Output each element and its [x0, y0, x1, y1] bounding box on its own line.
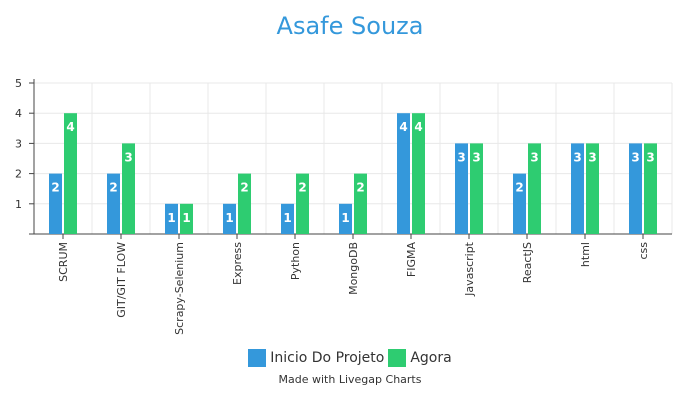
y-tick-label: 5	[15, 77, 22, 90]
data-label: 2	[515, 181, 523, 195]
data-label: 1	[182, 211, 190, 225]
data-label: 1	[341, 211, 349, 225]
y-tick-label: 2	[15, 168, 22, 181]
bar-inicio	[629, 143, 642, 234]
bar-inicio	[165, 203, 178, 234]
bar-agora	[470, 143, 483, 234]
credit-text: Made with Livegap Charts	[278, 373, 422, 386]
data-label: 3	[631, 150, 639, 164]
data-label: 3	[124, 150, 132, 164]
legend-swatch-agora	[388, 349, 407, 367]
legend-label-inicio: Inicio Do Projeto	[270, 350, 385, 366]
data-label: 1	[225, 211, 233, 225]
data-label: 4	[66, 120, 74, 134]
y-tick-label: 1	[15, 198, 22, 211]
bar-agora	[586, 143, 599, 234]
x-tick-label: MongoDB	[347, 242, 360, 295]
bar-agora	[528, 143, 541, 234]
bar-inicio	[223, 203, 236, 234]
data-label: 2	[240, 181, 248, 195]
data-label: 3	[457, 150, 465, 164]
bar-agora	[296, 173, 309, 234]
x-tick-label: Express	[231, 242, 244, 285]
bar-agora	[354, 173, 367, 234]
data-label: 4	[399, 120, 407, 134]
data-label: 3	[573, 150, 581, 164]
x-tick-label: css	[637, 242, 650, 260]
x-tick-label: Javascript	[463, 241, 476, 297]
bar-inicio	[49, 173, 62, 234]
x-tick-label: ReactJS	[521, 242, 534, 283]
bar-inicio	[107, 173, 120, 234]
data-label: 3	[472, 150, 480, 164]
legend-item-agora[interactable]: Agora	[388, 349, 452, 367]
bar-inicio	[455, 143, 468, 234]
bar-inicio	[571, 143, 584, 234]
legend-swatch-inicio	[248, 349, 267, 367]
bar-agora	[238, 173, 251, 234]
bar-agora	[412, 113, 425, 234]
data-label: 3	[588, 150, 596, 164]
x-tick-label: FIGMA	[405, 242, 418, 278]
y-tick-label: 3	[15, 137, 22, 150]
x-tick-label: SCRUM	[57, 242, 70, 282]
bar-inicio	[339, 203, 352, 234]
data-label: 3	[530, 150, 538, 164]
bar-agora	[122, 143, 135, 234]
legend: Inicio Do Projeto Agora	[0, 349, 700, 367]
x-tick-label: html	[579, 242, 592, 267]
legend-item-inicio[interactable]: Inicio Do Projeto	[248, 349, 384, 367]
y-tick-label: 4	[15, 107, 22, 120]
bar-agora	[64, 113, 77, 234]
bar-agora	[644, 143, 657, 234]
bar-inicio	[513, 173, 526, 234]
data-label: 1	[167, 211, 175, 225]
x-tick-label: GIT/GIT FLOW	[115, 242, 128, 318]
legend-label-agora: Agora	[410, 350, 452, 366]
bar-agora	[180, 203, 193, 234]
grid: 1 2 3 4 5	[15, 77, 673, 234]
bar-inicio	[397, 113, 410, 234]
data-label: 1	[283, 211, 291, 225]
data-label: 2	[356, 181, 364, 195]
data-label: 2	[51, 181, 59, 195]
data-label: 2	[298, 181, 306, 195]
data-label: 2	[109, 181, 117, 195]
x-tick-label: Scrapy-Selenium	[173, 242, 186, 335]
data-label: 3	[646, 150, 654, 164]
bar-inicio	[281, 203, 294, 234]
data-label: 4	[414, 120, 422, 134]
x-tick-label: Python	[289, 242, 302, 280]
chart-title: Asafe Souza	[276, 12, 424, 40]
